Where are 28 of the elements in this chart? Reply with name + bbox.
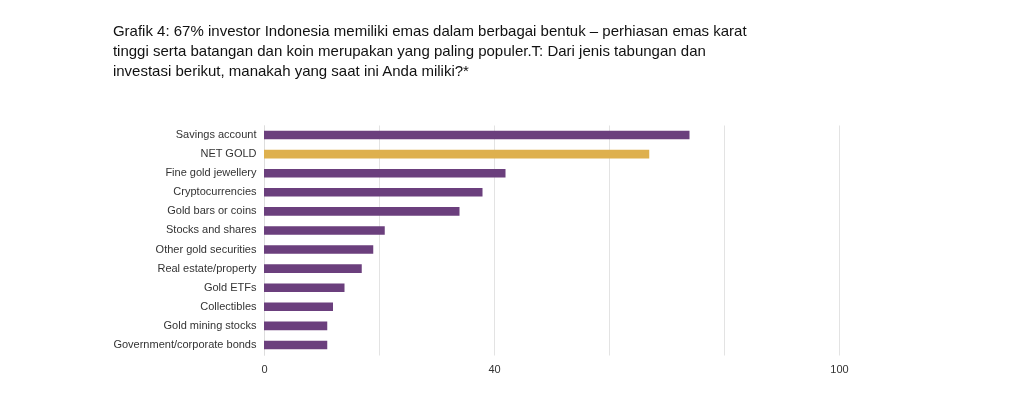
x-tick-label: 100 <box>830 362 849 375</box>
bar <box>264 187 483 197</box>
x-tick-label: 40 <box>488 362 501 375</box>
bar <box>264 302 333 312</box>
bar <box>264 130 690 140</box>
y-tick-label: Cryptocurrencies <box>173 185 257 198</box>
y-tick-label: NET GOLD <box>200 147 257 160</box>
chart-title: Grafik 4: 67% investor Indonesia memiliki emas dalam berbagai bentuk – perhiasan emas karat tinggi serta batangan dan koin merupakan yang paling populer.T: Dari jenis tabungan dan investasi berikut, manakah yang saat ini Anda miliki?* <box>112 22 748 79</box>
y-tick-label: Collectibles <box>200 299 257 312</box>
y-tick-label: Government/corporate bonds <box>113 337 257 350</box>
y-tick-label: Gold bars or coins <box>167 204 257 217</box>
bar <box>264 207 460 216</box>
bar <box>264 340 328 350</box>
bar <box>264 321 328 331</box>
x-tick-label: 0 <box>261 362 268 375</box>
y-tick-label: Stocks and shares <box>166 223 257 236</box>
bar <box>264 149 650 159</box>
bar <box>264 283 345 293</box>
y-tick-label: Gold ETFs <box>203 280 257 293</box>
y-tick-label: Savings account <box>175 128 257 141</box>
bar <box>264 168 506 178</box>
y-tick-label: Gold mining stocks <box>163 318 257 331</box>
bar <box>264 226 385 235</box>
y-tick-label: Fine gold jewellery <box>165 166 257 179</box>
y-tick-label: Other gold securities <box>155 242 257 255</box>
bar <box>264 264 362 273</box>
y-tick-label: Real estate/property <box>157 261 257 274</box>
bar <box>264 245 374 254</box>
